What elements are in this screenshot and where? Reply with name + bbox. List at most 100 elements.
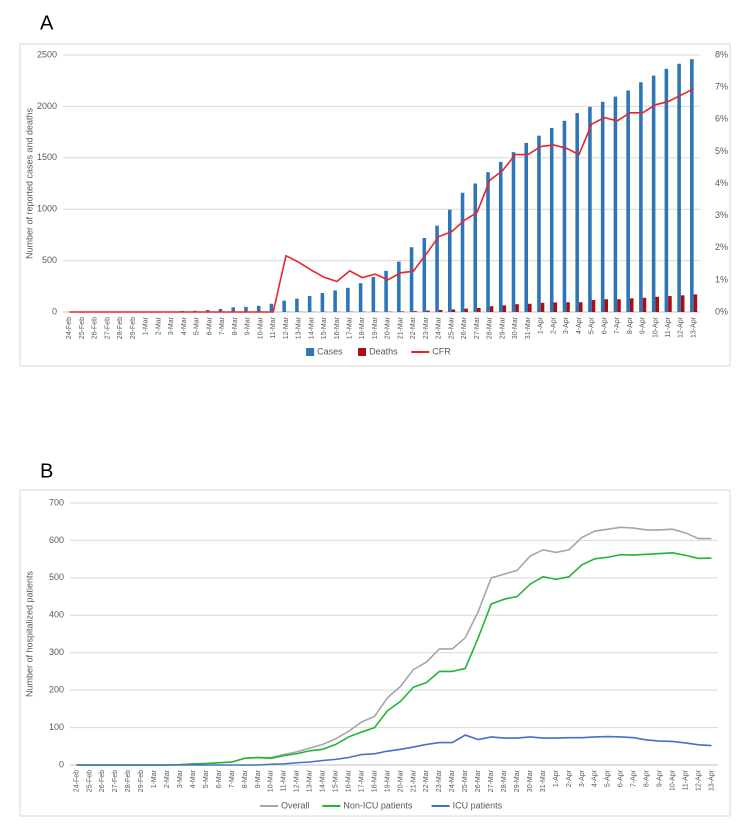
bar xyxy=(600,101,605,312)
bar xyxy=(451,309,456,312)
x-tick-label: 9-Mar xyxy=(255,769,262,788)
legend-label: Overall xyxy=(281,800,310,810)
bar xyxy=(489,306,494,312)
y-tick-label: 2500 xyxy=(37,49,57,59)
bar xyxy=(651,75,656,312)
y2-tick-label: 4% xyxy=(715,178,728,188)
x-tick-label: 7-Apr xyxy=(614,316,621,334)
bar xyxy=(486,172,490,312)
x-tick-label: 4-Mar xyxy=(181,316,188,335)
x-tick-label: 11-Mar xyxy=(270,316,277,338)
x-tick-label: 2-Mar xyxy=(164,769,171,788)
x-tick-label: 11-Apr xyxy=(682,769,689,790)
x-tick-label: 26-Feb xyxy=(92,317,99,339)
y2-tick-label: 5% xyxy=(715,146,728,156)
panel-frame xyxy=(19,489,731,817)
bar xyxy=(256,305,261,312)
bar xyxy=(655,296,659,312)
x-tick-label: 8-Apr xyxy=(627,316,634,334)
bar xyxy=(346,287,350,312)
x-tick-label: 10-Apr xyxy=(669,769,676,791)
bar xyxy=(422,237,427,312)
bar xyxy=(664,68,669,313)
x-tick-label: 26-Mar xyxy=(475,769,482,792)
x-tick-label: 13-Mar xyxy=(296,316,303,339)
x-tick-label: 12-Mar xyxy=(283,316,290,339)
x-tick-label: 9-Apr xyxy=(640,316,647,334)
bar xyxy=(591,299,596,312)
x-tick-label: 11-Mar xyxy=(281,769,288,791)
bar xyxy=(642,297,647,312)
bar xyxy=(426,310,430,312)
x-tick-label: 14-Mar xyxy=(320,769,327,792)
x-tick-label: 17-Mar xyxy=(346,316,353,339)
bar xyxy=(524,142,529,312)
bar xyxy=(626,90,630,312)
bar xyxy=(528,303,532,312)
x-tick-label: 10-Mar xyxy=(257,316,264,339)
x-tick-label: 3-Mar xyxy=(177,769,184,788)
bar xyxy=(498,161,503,312)
bar xyxy=(639,82,643,312)
x-tick-label: 24-Mar xyxy=(436,316,443,339)
bar xyxy=(333,290,337,312)
bar xyxy=(693,294,698,312)
x-tick-label: 2-Apr xyxy=(566,769,573,787)
bar xyxy=(435,225,439,312)
bar xyxy=(588,106,592,312)
x-tick-label: 12-Mar xyxy=(294,769,301,792)
x-tick-label: 13-Apr xyxy=(708,769,715,791)
x-tick-label: 13-Mar xyxy=(307,769,314,792)
y-tick-label: 2000 xyxy=(37,101,57,111)
x-tick-label: 21-Mar xyxy=(410,769,417,792)
x-tick-label: 21-Mar xyxy=(397,316,404,339)
y-tick-label: 300 xyxy=(49,647,64,657)
bar xyxy=(604,299,609,312)
x-tick-label: 28-Mar xyxy=(487,316,494,339)
x-tick-label: 28-Mar xyxy=(501,769,508,792)
y-tick-label: 500 xyxy=(42,255,57,265)
line xyxy=(76,734,712,766)
x-tick-label: 19-Mar xyxy=(372,316,379,339)
y-tick-label: 700 xyxy=(49,497,64,507)
x-tick-label: 25-Mar xyxy=(448,316,455,339)
line xyxy=(76,526,712,766)
bar xyxy=(511,152,516,312)
legend-label: Deaths xyxy=(369,346,398,356)
x-tick-label: 3-Apr xyxy=(563,316,570,334)
x-tick-label: 22-Mar xyxy=(423,769,430,792)
x-tick-label: 27-Feb xyxy=(104,317,111,339)
x-tick-label: 4-Mar xyxy=(190,769,197,788)
y2-tick-label: 1% xyxy=(715,274,728,284)
bar xyxy=(448,209,452,312)
y-tick-label: 100 xyxy=(49,722,64,732)
x-tick-label: 1-Apr xyxy=(553,769,560,787)
x-tick-label: 6-Mar xyxy=(216,769,223,788)
y-tick-label: 600 xyxy=(49,535,64,545)
bar xyxy=(397,261,401,312)
panel-label: A xyxy=(40,12,54,34)
x-tick-label: 20-Mar xyxy=(385,316,392,339)
x-tick-label: 29-Feb xyxy=(130,317,137,339)
x-tick-label: 1-Mar xyxy=(151,769,158,788)
x-tick-label: 27-Feb xyxy=(112,770,119,792)
x-tick-label: 4-Apr xyxy=(576,316,583,334)
bar xyxy=(549,127,554,312)
x-tick-label: 12-Apr xyxy=(678,316,685,338)
x-tick-label: 26-Mar xyxy=(461,316,468,339)
x-tick-label: 30-Mar xyxy=(527,769,534,792)
legend-swatch xyxy=(358,348,367,356)
x-tick-label: 9-Mar xyxy=(245,316,252,335)
line xyxy=(76,551,712,766)
x-tick-label: 25-Feb xyxy=(86,770,93,792)
x-tick-label: 3-Mar xyxy=(168,316,175,335)
x-tick-label: 18-Mar xyxy=(359,316,366,339)
x-tick-label: 17-Mar xyxy=(358,769,365,792)
x-tick-label: 12-Apr xyxy=(695,769,702,791)
x-tick-label: 19-Mar xyxy=(384,769,391,792)
x-tick-label: 24-Mar xyxy=(449,769,456,792)
x-tick-label: 26-Feb xyxy=(99,770,106,792)
bar xyxy=(540,302,545,312)
bar xyxy=(400,311,405,312)
bar xyxy=(553,302,558,312)
